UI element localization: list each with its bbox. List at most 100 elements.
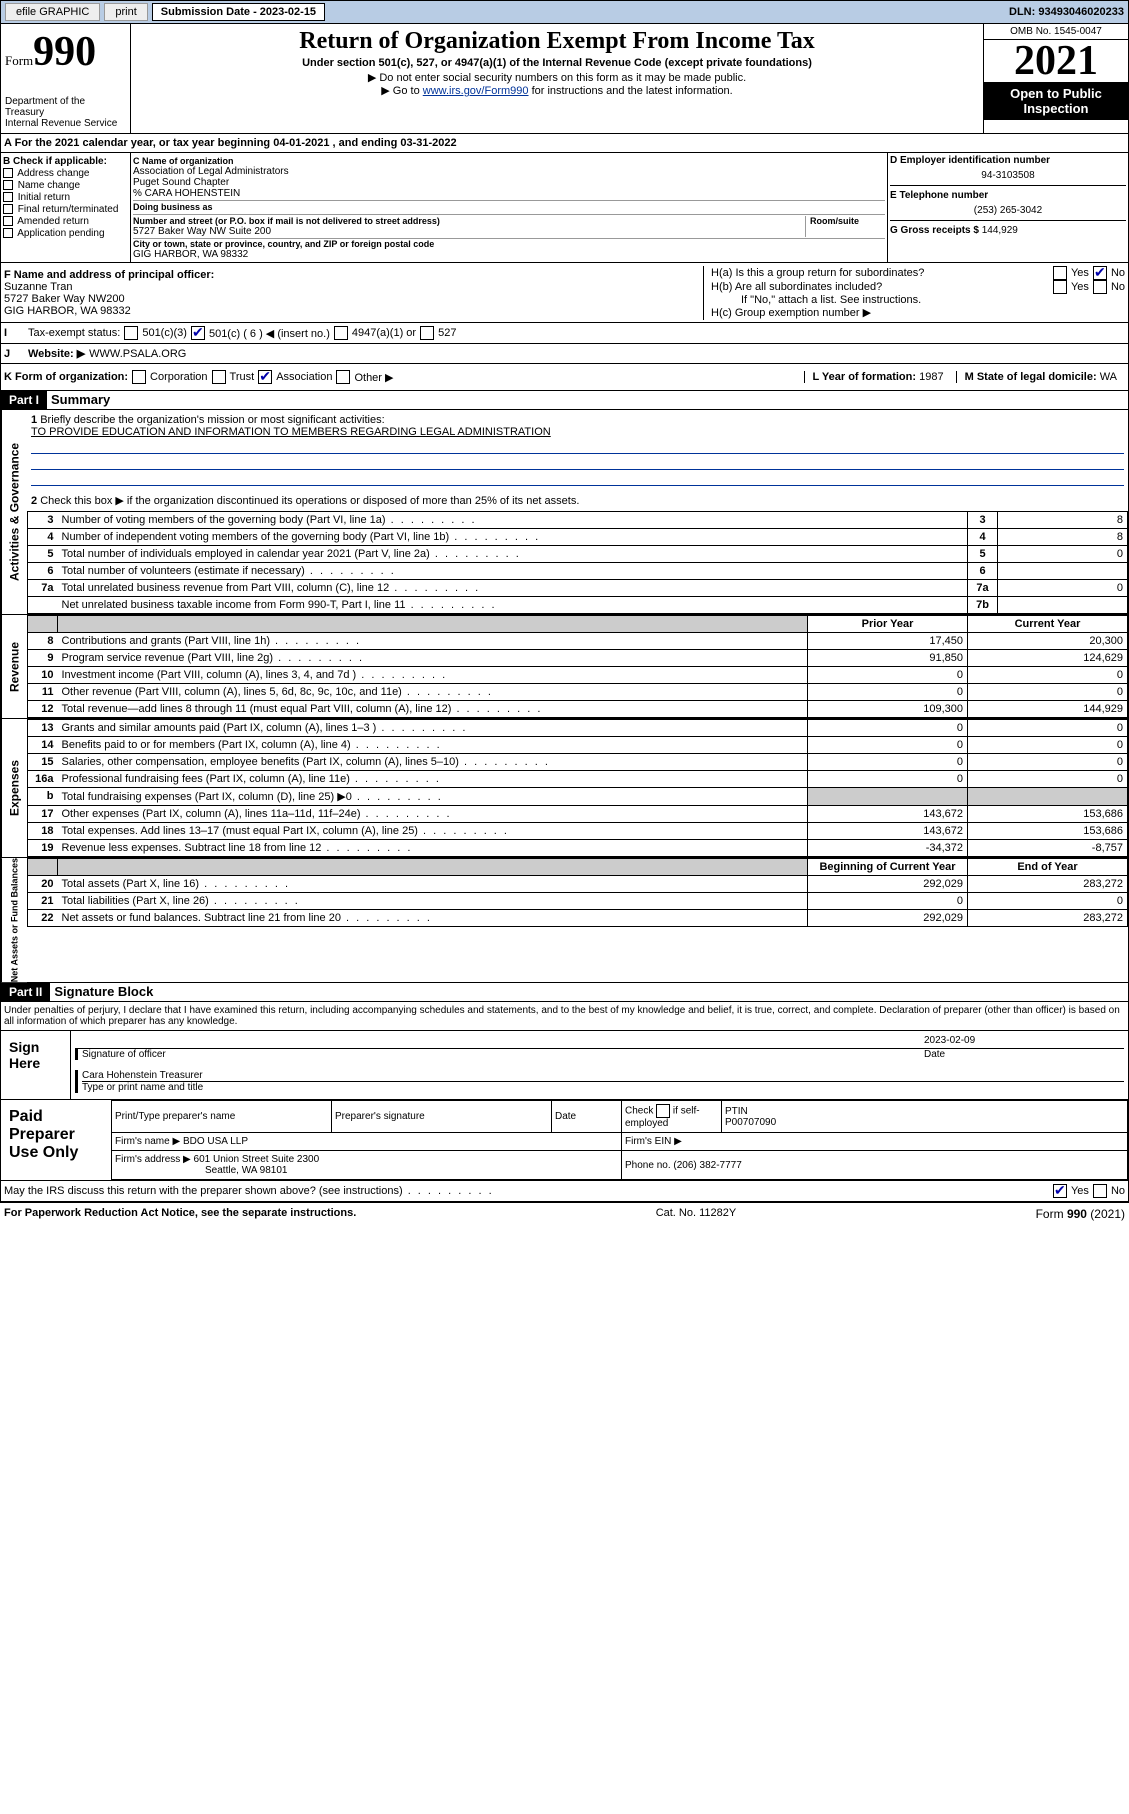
c-name-label: C Name of organization (133, 156, 885, 166)
subtitle: Under section 501(c), 527, or 4947(a)(1)… (135, 57, 979, 69)
open-public: Open to PublicInspection (984, 82, 1128, 120)
firm-addr2: Seattle, WA 98101 (205, 1165, 287, 1176)
form-number: Form990 (5, 28, 126, 76)
room-label: Room/suite (810, 216, 859, 226)
hb-note: If "No," attach a list. See instructions… (711, 294, 1125, 306)
section-klm: K Form of organization: Corporation Trus… (0, 364, 1129, 391)
discuss-text: May the IRS discuss this return with the… (4, 1185, 494, 1197)
firm-phone: (206) 382-7777 (673, 1160, 741, 1171)
signer-name: Cara Hohenstein Treasurer (82, 1070, 1124, 1081)
efile-button[interactable]: efile GRAPHIC (5, 3, 100, 21)
j-label: Website: ▶ (28, 347, 85, 360)
part1-header: Part ISummary (0, 391, 1129, 410)
line-a: A For the 2021 calendar year, or tax yea… (0, 134, 1129, 153)
self-employed: Check if self-employed (622, 1101, 722, 1133)
sig-date: 2023-02-09 (924, 1035, 1124, 1046)
note-link: ▶ Go to www.irs.gov/Form990 for instruct… (135, 84, 979, 97)
officer-addr: 5727 Baker Way NW200 (4, 293, 700, 305)
k-trust[interactable] (212, 370, 226, 384)
q2: Check this box ▶ if the organization dis… (40, 495, 579, 507)
i-501c3[interactable] (124, 326, 138, 340)
self-emp-check[interactable] (656, 1104, 670, 1118)
ein: 94-3103508 (890, 170, 1126, 181)
firm-name-label: Firm's name ▶ (115, 1136, 180, 1147)
ha-label: H(a) Is this a group return for subordin… (711, 267, 1049, 279)
print-button[interactable]: print (104, 3, 147, 21)
b-label: B Check if applicable: (3, 156, 128, 167)
hb-yes[interactable] (1053, 280, 1067, 294)
ha-no[interactable] (1093, 266, 1107, 280)
declaration: Under penalties of perjury, I declare th… (1, 1002, 1128, 1030)
i-label: Tax-exempt status: (28, 327, 120, 339)
form-ref: Form 990 (2021) (1036, 1207, 1125, 1221)
section-fh: F Name and address of principal officer:… (0, 263, 1129, 323)
hb-label: H(b) Are all subordinates included? (711, 281, 1049, 293)
expenses-section: Expenses 13Grants and similar amounts pa… (0, 719, 1129, 858)
paid-preparer-label: Paid Preparer Use Only (1, 1100, 111, 1180)
k-assoc[interactable] (258, 370, 272, 384)
discuss-no[interactable] (1093, 1184, 1107, 1198)
firm-addr-label: Firm's address ▶ (115, 1154, 191, 1165)
org-name-3: % CARA HOHENSTEIN (133, 188, 885, 199)
mission-text: TO PROVIDE EDUCATION AND INFORMATION TO … (31, 426, 1124, 438)
gross-receipts: 144,929 (982, 225, 1018, 236)
submission-date: Submission Date - 2023-02-15 (152, 3, 325, 21)
vtab-expenses: Expenses (1, 719, 27, 857)
g-label: G Gross receipts $ (890, 225, 979, 236)
l-label: L Year of formation: (813, 371, 917, 383)
city-state-zip: GIG HARBOR, WA 98332 (133, 249, 885, 260)
form-header: Form990 Department of the Treasury Inter… (0, 24, 1129, 134)
paid-preparer: Paid Preparer Use Only Print/Type prepar… (0, 1100, 1129, 1181)
org-name-1: Association of Legal Administrators (133, 166, 885, 177)
hb-no[interactable] (1093, 280, 1107, 294)
ptin-cell: PTINP00707090 (722, 1101, 1128, 1133)
phone-label: Phone no. (625, 1160, 671, 1171)
note-ssn: ▶ Do not enter social security numbers o… (135, 71, 979, 84)
dln: DLN: 93493046020233 (1009, 6, 1124, 18)
b-check[interactable] (3, 192, 13, 202)
sign-here-label: Sign Here (1, 1031, 71, 1099)
governance-section: Activities & Governance 1 Briefly descri… (0, 410, 1129, 615)
net-assets-section: Net Assets or Fund Balances Beginning of… (0, 858, 1129, 983)
firm-name: BDO USA LLP (183, 1136, 248, 1147)
b-check[interactable] (3, 204, 13, 214)
d-label: D Employer identification number (890, 155, 1126, 166)
discuss-yes[interactable] (1053, 1184, 1067, 1198)
q1: Briefly describe the organization's miss… (40, 414, 384, 426)
ha-yes[interactable] (1053, 266, 1067, 280)
section-i: I Tax-exempt status: 501(c)(3) 501(c) ( … (0, 323, 1129, 344)
topbar: efile GRAPHIC print Submission Date - 20… (0, 0, 1129, 24)
footer: For Paperwork Reduction Act Notice, see … (0, 1202, 1129, 1225)
part2-header: Part IISignature Block (0, 983, 1129, 1002)
irs: Internal Revenue Service (5, 118, 126, 129)
i-501c[interactable] (191, 326, 205, 340)
k-corp[interactable] (132, 370, 146, 384)
b-check[interactable] (3, 180, 13, 190)
paperwork-notice: For Paperwork Reduction Act Notice, see … (4, 1207, 356, 1221)
sig-officer-label: Signature of officer (82, 1049, 924, 1060)
signature-block: Under penalties of perjury, I declare th… (0, 1002, 1129, 1100)
i-527[interactable] (420, 326, 434, 340)
vtab-net: Net Assets or Fund Balances (1, 858, 27, 982)
revenue-section: Revenue Prior YearCurrent Year8Contribut… (0, 615, 1129, 719)
tax-year: 2021 (984, 40, 1128, 82)
f-label: F Name and address of principal officer: (4, 269, 700, 281)
cat-no: Cat. No. 11282Y (356, 1207, 1035, 1221)
vtab-revenue: Revenue (1, 615, 27, 718)
firm-ein-label: Firm's EIN ▶ (622, 1133, 1128, 1151)
b-check[interactable] (3, 168, 13, 178)
name-title-label: Type or print name and title (82, 1081, 1124, 1093)
m-label: M State of legal domicile: (965, 371, 1097, 383)
prep-name-label: Print/Type preparer's name (112, 1101, 332, 1133)
k-other[interactable] (336, 370, 350, 384)
b-check[interactable] (3, 216, 13, 226)
discuss-row: May the IRS discuss this return with the… (0, 1181, 1129, 1202)
b-check[interactable] (3, 228, 13, 238)
dept-treasury: Department of the Treasury (5, 96, 126, 118)
vtab-governance: Activities & Governance (1, 410, 27, 614)
hc-label: H(c) Group exemption number ▶ (711, 306, 1125, 319)
irs-link[interactable]: www.irs.gov/Form990 (423, 85, 529, 97)
dba-label: Doing business as (133, 202, 213, 212)
city-label: City or town, state or province, country… (133, 239, 885, 249)
i-4947[interactable] (334, 326, 348, 340)
